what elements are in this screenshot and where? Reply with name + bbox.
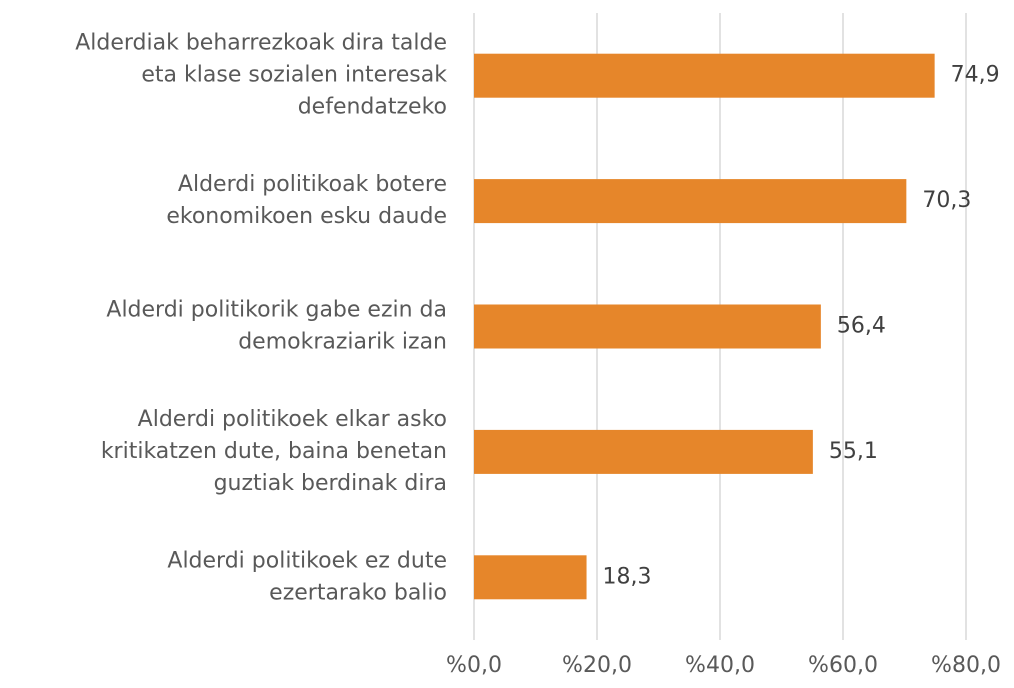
x-tick-label: %20,0 — [562, 653, 632, 678]
x-tick-label: %60,0 — [808, 653, 878, 678]
x-tick-label: %40,0 — [685, 653, 755, 678]
y-tick-label: Alderdi politikoek ez dute ezertarako bal… — [167, 548, 447, 605]
bar — [474, 429, 813, 474]
bar — [474, 555, 587, 600]
bar — [474, 179, 907, 224]
x-tick-label: %80,0 — [931, 653, 1001, 678]
y-tick-label: Alderdi politikoek elkar asko kritikatzen… — [101, 407, 447, 496]
bar — [474, 53, 935, 98]
y-tick-label: Alderdi politikoak botere ekonomikoen esk… — [166, 172, 447, 229]
y-tick-label: Alderdi politikorik gabe ezin da demokraz… — [106, 298, 447, 355]
x-tick-label: %0,0 — [446, 653, 502, 678]
y-tick-label: Alderdiak beharrezkoak dira talde eta kla… — [75, 31, 447, 120]
value-label: 55,1 — [829, 439, 878, 464]
value-label: 18,3 — [603, 564, 652, 589]
bar — [474, 304, 821, 349]
value-label: 74,9 — [951, 63, 1000, 88]
value-label: 70,3 — [922, 188, 971, 213]
value-label: 56,4 — [837, 314, 886, 339]
